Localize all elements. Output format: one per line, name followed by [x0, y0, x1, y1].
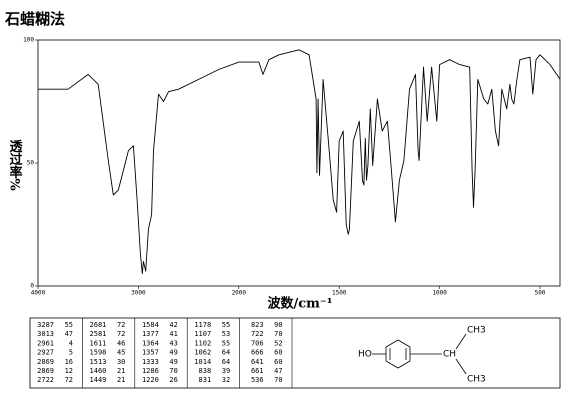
- peak-transmittance: 4: [69, 339, 73, 347]
- peak-wavenumber: 661: [251, 367, 264, 375]
- peak-wavenumber: 1357: [142, 349, 159, 357]
- peak-wavenumber: 3013: [37, 330, 54, 338]
- x-tick-label: 500: [535, 290, 546, 297]
- peak-wavenumber: 641: [251, 358, 264, 366]
- x-tick-label: 1000: [432, 290, 447, 297]
- peak-wavenumber: 706: [251, 339, 264, 347]
- peak-wavenumber: 666: [251, 349, 264, 357]
- peak-transmittance: 70: [274, 376, 282, 384]
- peak-transmittance: 26: [169, 376, 177, 384]
- benzene-ring: [385, 339, 411, 369]
- peak-wavenumber: 1584: [142, 321, 159, 329]
- y-axis-label: 透过率%: [7, 139, 23, 191]
- peak-transmittance: 21: [117, 376, 125, 384]
- y-tick-label: 0: [30, 283, 34, 290]
- peak-wavenumber: 1286: [142, 367, 159, 375]
- peak-transmittance: 53: [222, 330, 230, 338]
- peak-wavenumber: 1102: [194, 339, 211, 347]
- peak-transmittance: 32: [222, 376, 230, 384]
- peak-transmittance: 49: [169, 349, 177, 357]
- peak-transmittance: 72: [65, 376, 73, 384]
- x-axis-label: 波数/cm⁻¹: [268, 296, 333, 312]
- peak-transmittance: 60: [274, 358, 282, 366]
- peak-wavenumber: 722: [251, 330, 264, 338]
- peak-wavenumber: 1107: [194, 330, 211, 338]
- atom-label: HO: [358, 350, 372, 360]
- peak-transmittance: 5: [69, 349, 73, 357]
- peak-wavenumber: 1220: [142, 376, 159, 384]
- atom-label: CH: [443, 350, 456, 360]
- peak-wavenumber: 2927: [37, 349, 54, 357]
- peak-wavenumber: 838: [199, 367, 212, 375]
- peak-wavenumber: 1178: [194, 321, 211, 329]
- peak-wavenumber: 831: [199, 376, 212, 384]
- peak-transmittance: 52: [274, 339, 282, 347]
- peak-transmittance: 43: [169, 339, 177, 347]
- peak-transmittance: 21: [117, 367, 125, 375]
- peak-transmittance: 45: [117, 349, 125, 357]
- x-tick-label: 3000: [131, 290, 146, 297]
- bond: [455, 333, 467, 350]
- peak-transmittance: 72: [117, 321, 125, 329]
- peak-transmittance: 70: [274, 330, 282, 338]
- table-frame: [29, 317, 561, 389]
- peak-wavenumber: 823: [251, 321, 264, 329]
- peak-wavenumber: 1014: [194, 358, 211, 366]
- peak-wavenumber: 1513: [90, 358, 107, 366]
- peak-transmittance: 55: [222, 339, 230, 347]
- peak-transmittance: 72: [117, 330, 125, 338]
- plot-frame: [37, 39, 561, 287]
- structure: [372, 333, 467, 375]
- peak-transmittance: 46: [117, 339, 125, 347]
- atom-label: CH3: [467, 326, 486, 336]
- peak-wavenumber: 536: [251, 376, 264, 384]
- bond: [455, 358, 467, 375]
- peak-wavenumber: 2869: [37, 358, 54, 366]
- peak-wavenumber: 2681: [90, 321, 107, 329]
- peak-wavenumber: 2722: [37, 376, 54, 384]
- peak-transmittance: 49: [169, 358, 177, 366]
- x-tick-label: 4000: [31, 290, 46, 297]
- x-tick-label: 1500: [332, 290, 347, 297]
- peak-transmittance: 16: [65, 358, 73, 366]
- peak-wavenumber: 1377: [142, 330, 159, 338]
- peak-wavenumber: 3287: [37, 321, 54, 329]
- peak-transmittance: 70: [169, 367, 177, 375]
- peak-wavenumber: 1364: [142, 339, 159, 347]
- peak-transmittance: 39: [222, 367, 230, 375]
- peak-transmittance: 64: [222, 349, 230, 357]
- peak-transmittance: 41: [169, 330, 177, 338]
- peak-transmittance: 55: [65, 321, 73, 329]
- peak-wavenumber: 2961: [37, 339, 54, 347]
- chart-title: 石蜡糊法: [4, 10, 65, 28]
- peak-transmittance: 55: [222, 321, 230, 329]
- peak-wavenumber: 1598: [90, 349, 107, 357]
- peak-wavenumber: 2869: [37, 367, 54, 375]
- peak-transmittance: 64: [222, 358, 230, 366]
- peak-wavenumber: 1062: [194, 349, 211, 357]
- y-tick-label: 100: [23, 37, 34, 44]
- peak-wavenumber: 1611: [90, 339, 107, 347]
- peak-wavenumber: 1460: [90, 367, 107, 375]
- peak-transmittance: 42: [169, 321, 177, 329]
- spectrum-line: [38, 49, 561, 275]
- peak-wavenumber: 1449: [90, 376, 107, 384]
- peak-transmittance: 47: [274, 367, 282, 375]
- peak-transmittance: 60: [274, 349, 282, 357]
- x-tick-label: 2000: [232, 290, 247, 297]
- peak-wavenumber: 2581: [90, 330, 107, 338]
- peak-transmittance: 12: [65, 367, 73, 375]
- y-tick-label: 50: [27, 160, 35, 167]
- peak-transmittance: 47: [65, 330, 73, 338]
- atom-label: CH3: [467, 375, 486, 385]
- peak-transmittance: 30: [117, 358, 125, 366]
- peak-transmittance: 90: [274, 321, 282, 329]
- peak-wavenumber: 1333: [142, 358, 159, 366]
